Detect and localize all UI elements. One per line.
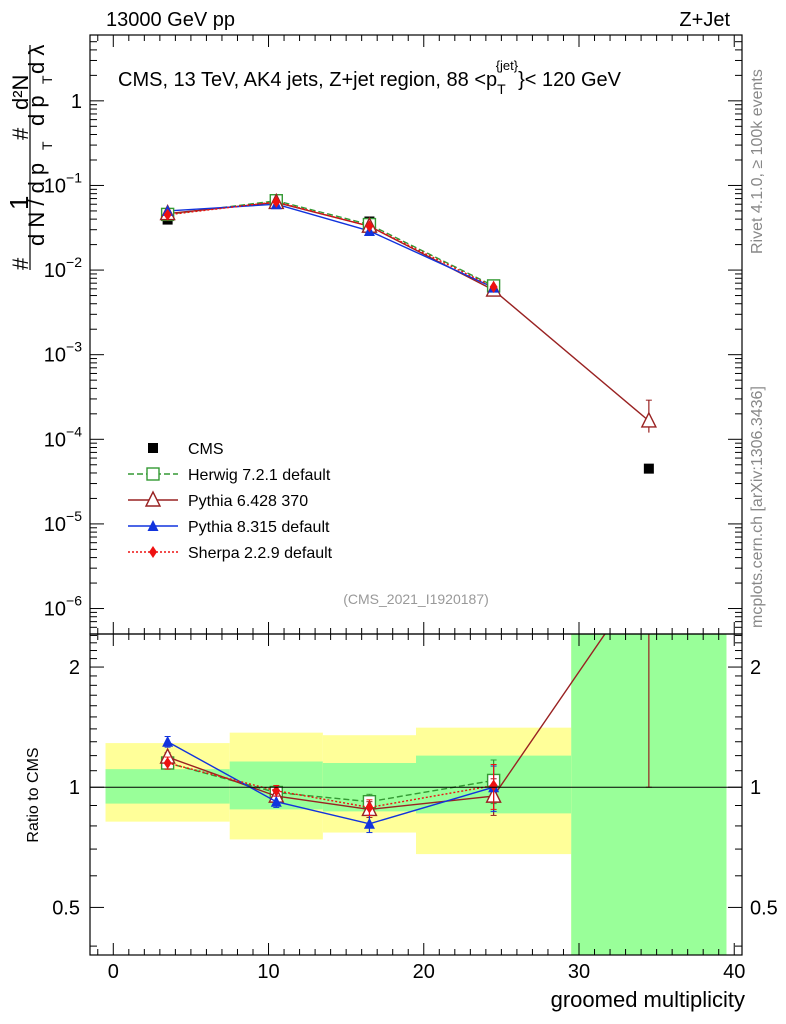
legend-label: CMS	[188, 441, 224, 458]
svg-text:#: #	[8, 127, 33, 140]
svg-text:T: T	[39, 75, 55, 84]
ratio-y-tick-label: 2	[69, 657, 80, 679]
ratio-line	[167, 741, 494, 825]
y-axis-label-main: # 1 d N / d p T # d²N d p T d λ	[4, 45, 55, 270]
series-point	[272, 195, 281, 208]
series-point	[640, 411, 657, 428]
legend-label: Herwig 7.2.1 default	[188, 467, 331, 484]
ratio-point	[489, 779, 498, 792]
legend-label: Sherpa 2.2.9 default	[188, 545, 333, 562]
ratio-point	[270, 795, 282, 807]
x-tick-label: 30	[568, 961, 590, 983]
ratio-point	[163, 757, 172, 770]
main-series-layer	[159, 192, 657, 474]
svg-text:1: 1	[4, 196, 34, 210]
y-axis-label-ratio: Ratio to CMS	[25, 747, 42, 842]
series-line	[167, 203, 494, 289]
legend-marker	[149, 546, 157, 558]
series-point	[489, 281, 498, 294]
ratio-y-tick-label: 1	[69, 777, 80, 799]
ratio-series-layer	[159, 634, 652, 834]
legend-label: Pythia 6.428 370	[188, 493, 308, 510]
ratio-line	[167, 762, 494, 803]
rivet-version-label: Rivet 4.1.0, ≥ 100k events	[749, 69, 766, 254]
x-axis-label: groomed multiplicity	[551, 987, 745, 1012]
y-tick-label: 10−1	[44, 169, 82, 197]
ratio-point	[365, 801, 374, 814]
ratio-y-tick-label-right: 0.5	[750, 897, 778, 919]
band-inner	[105, 769, 230, 804]
x-tick-label: 40	[723, 961, 745, 983]
svg-text:T: T	[39, 141, 55, 150]
y-tick-label: 10−2	[44, 254, 82, 282]
ratio-point	[272, 784, 281, 797]
x-tick-label: 10	[257, 961, 279, 983]
y-tick-label: 10−6	[44, 593, 82, 621]
header-process: 13000 GeV pp	[106, 9, 235, 31]
series-line	[167, 200, 494, 287]
x-tick-label: 20	[413, 961, 435, 983]
y-tick-label: 1	[71, 91, 82, 113]
legend-marker	[146, 467, 160, 481]
svg-text:#: #	[8, 257, 33, 270]
header-observable: Z+Jet	[679, 9, 730, 31]
ratio-point	[363, 817, 375, 829]
series-line	[167, 201, 650, 422]
svg-text:d λ: d λ	[24, 45, 49, 74]
svg-text:d p: d p	[24, 95, 49, 126]
svg-text:d N / d p: d N / d p	[24, 163, 49, 246]
legend-marker	[144, 490, 162, 507]
mcplots-label: mcplots.cern.ch [arXiv:1306.3436]	[749, 386, 766, 628]
analysis-reference: (CMS_2021_I1920187)	[343, 591, 489, 607]
legend-label: Pythia 8.315 default	[188, 519, 330, 536]
ratio-line	[167, 762, 494, 809]
series-point	[365, 220, 374, 233]
ratio-y-tick-label-right: 1	[750, 777, 761, 799]
y-tick-label: 10−3	[44, 339, 82, 367]
legend: CMS Herwig 7.2.1 default Pythia 6.428 370 P…	[128, 441, 333, 562]
series-point	[163, 208, 172, 221]
y-tick-label: 10−4	[44, 423, 82, 451]
y-tick-label: 10−5	[44, 508, 82, 536]
ratio-point	[162, 735, 174, 747]
ratio-y-tick-label: 0.5	[52, 897, 80, 919]
x-tick-label: 0	[108, 961, 119, 983]
axes: 0 10 20 30 40 10−6 10−5 10−4 10−3 10−2 10−1 1 0.5 0.5…	[44, 34, 778, 983]
svg-text:d²N: d²N	[8, 75, 33, 110]
legend-marker	[148, 443, 158, 453]
series-line	[167, 201, 494, 288]
legend-marker	[147, 520, 159, 531]
ratio-frame	[89, 633, 743, 956]
plot-title: CMS, 13 TeV, AK4 jets, Z+jet region, 88 …	[118, 58, 622, 97]
ratio-y-tick-label-right: 2	[750, 657, 761, 679]
data-point	[643, 463, 654, 474]
